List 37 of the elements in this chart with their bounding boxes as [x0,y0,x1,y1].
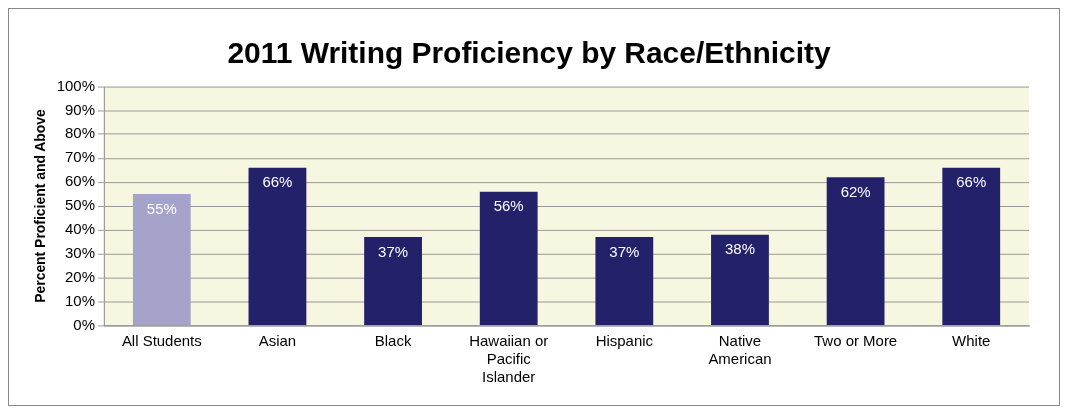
data-label: 56% [493,197,524,215]
bar [711,234,769,325]
bar [132,194,191,325]
data-label: 66% [956,173,987,191]
bar [479,191,538,325]
bar [942,167,1001,325]
data-label: 66% [262,173,293,191]
x-tick-label: Black [374,332,412,350]
bar [826,177,885,325]
data-label: 62% [840,182,871,200]
x-tick-label: Hispanic [595,332,654,350]
chart-title: 2011 Writing Proficiency by Race/Ethnicity [227,36,831,69]
x-tick-label: All Students [121,332,202,350]
y-tick-label: 90% [65,100,95,118]
x-tick-label: Asian [258,332,297,350]
y-tick-label: 10% [65,291,95,309]
data-label: 37% [378,242,409,260]
x-tick-label: Two or More [814,332,898,350]
y-tick-label: 50% [65,196,95,214]
bar [595,237,654,325]
y-tick-label: 60% [65,172,95,190]
y-tick-label: 20% [65,267,95,285]
y-tick-label: 80% [65,124,95,142]
y-tick-label: 0% [73,315,95,333]
data-label: 55% [146,199,177,217]
y-tick-label: 100% [56,76,95,94]
y-tick-label: 30% [65,243,95,261]
bar [364,237,422,325]
y-tick-label: 40% [65,220,95,237]
x-tick-label: White [952,332,991,350]
y-tick-label: 70% [65,148,95,166]
data-label: 38% [724,240,755,258]
bar [248,167,307,325]
x-tick-label: Hawaiian or Pacific Islander [469,332,549,386]
x-tick-label: Native American [708,332,772,368]
y-axis-title: Percent Proficient and Above [32,108,49,303]
data-label: 37% [609,242,640,260]
